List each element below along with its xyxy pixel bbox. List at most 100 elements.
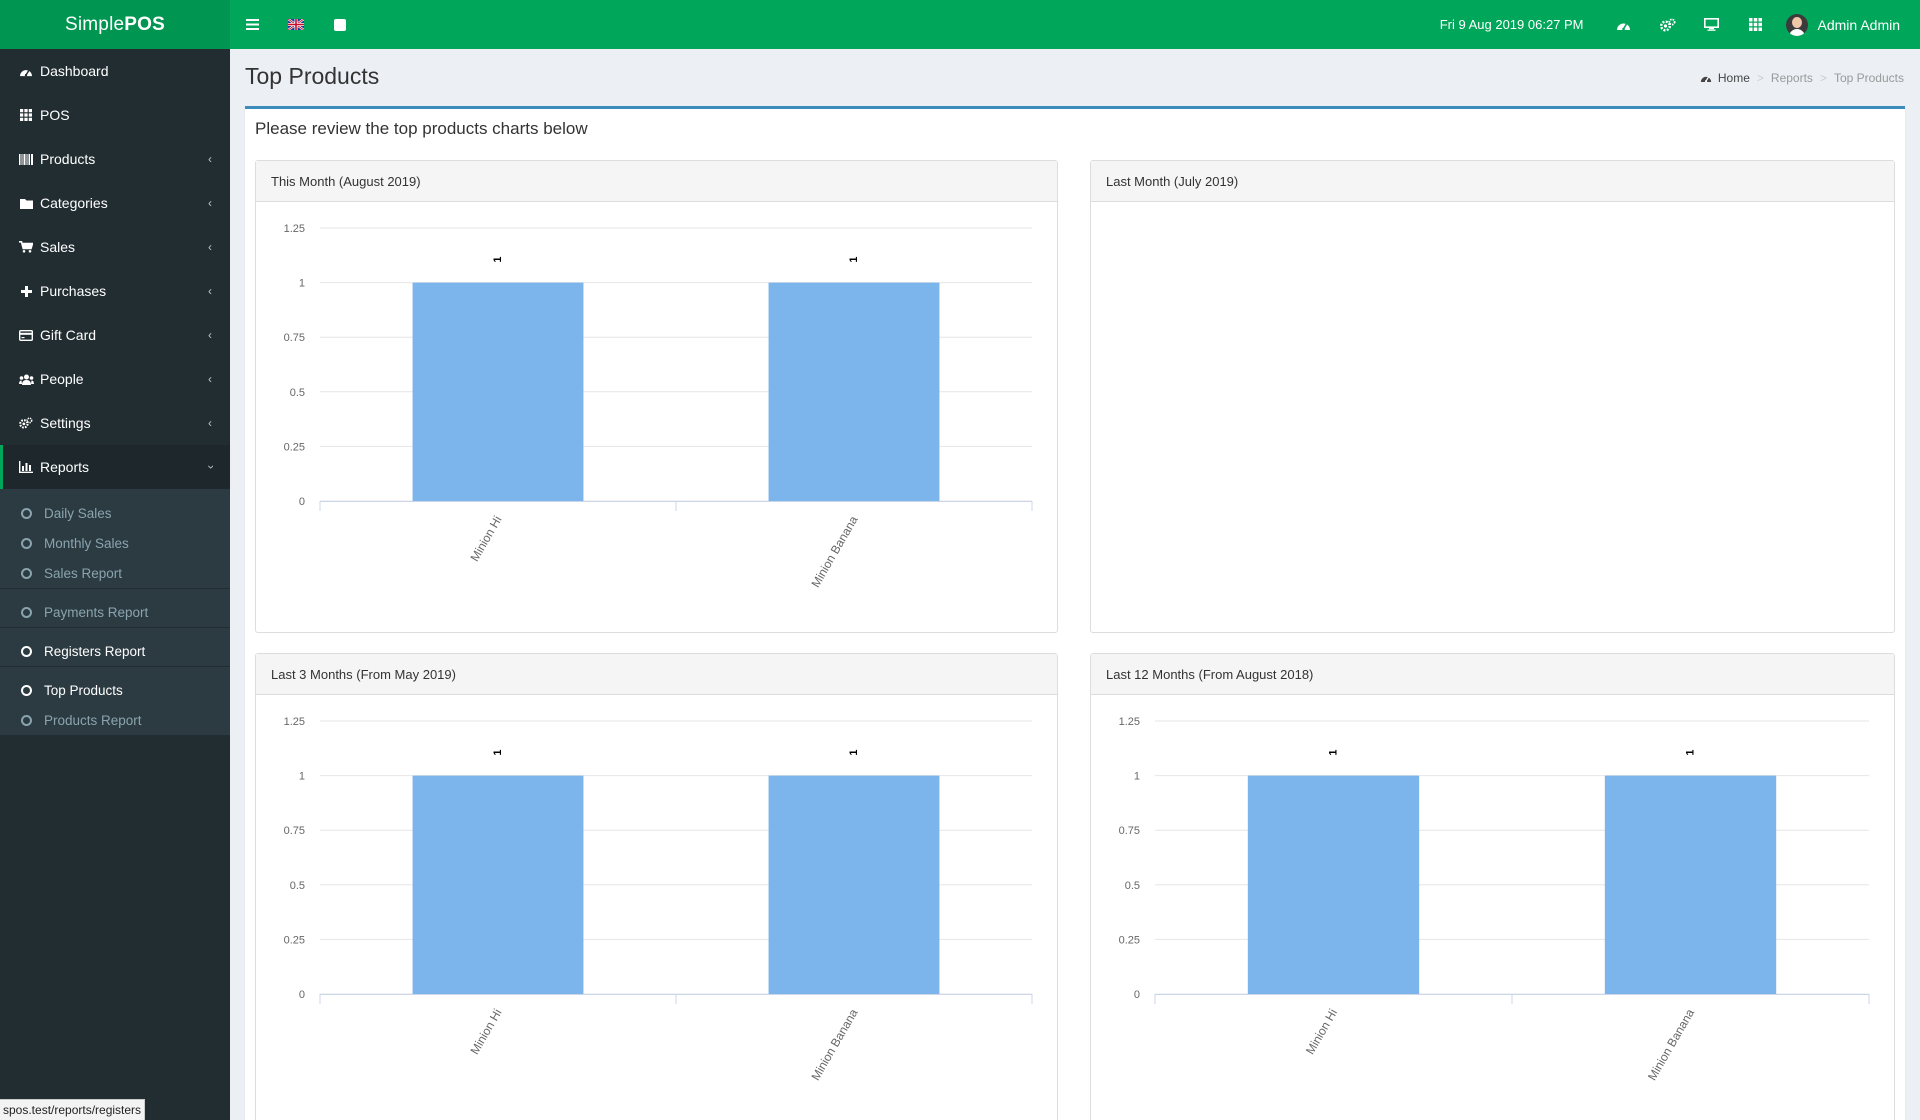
sidebar-item-pos[interactable]: POS xyxy=(0,93,230,137)
breadcrumb-reports[interactable]: Reports xyxy=(1770,71,1813,85)
cart-icon xyxy=(18,241,34,253)
panel-heading: Last 12 Months (From August 2018) xyxy=(1091,654,1894,695)
chart-last-12-months: 0 0.25 0.5 0.75 1 1.25 1 Minion Hi 1 Minion Banan… xyxy=(1119,716,1870,1083)
sidebar-item-sales[interactable]: Sales ‹ xyxy=(0,225,230,269)
sidebar: Dashboard POS Products ‹ Categories ‹ Sa… xyxy=(0,49,230,1120)
breadcrumb-separator: > xyxy=(1756,71,1764,85)
data-label: 1 xyxy=(1685,750,1697,756)
panel-heading: Last Month (July 2019) xyxy=(1091,161,1894,202)
bar xyxy=(412,775,584,994)
page-title: Top Products xyxy=(245,63,380,89)
sidebar-item-settings[interactable]: Settings ‹ xyxy=(0,401,230,445)
sidebar-item-reports[interactable]: Reports ‹ xyxy=(0,445,230,489)
y-tick-label: 0.25 xyxy=(284,441,305,453)
sidebar-item-label: Dashboard xyxy=(40,63,109,79)
data-label: 1 xyxy=(848,257,860,263)
stop-icon[interactable] xyxy=(318,0,362,49)
y-tick-label: 1 xyxy=(299,771,305,783)
y-tick-label: 1.25 xyxy=(284,716,305,728)
sub-item-label: Sales Report xyxy=(44,565,123,581)
top-products-box: Please review the top products charts be… xyxy=(245,106,1905,1120)
y-tick-label: 1.25 xyxy=(1119,716,1140,728)
sidebar-item-top-products[interactable]: Top Products xyxy=(0,675,230,705)
sidebar-item-label: Purchases xyxy=(40,283,107,299)
menu-toggle-icon[interactable] xyxy=(230,0,274,49)
avatar xyxy=(1785,13,1808,36)
dashboard-icon xyxy=(1700,76,1712,83)
sidebar-item-people[interactable]: People ‹ xyxy=(0,357,230,401)
chevron-left-icon: ‹ xyxy=(208,372,212,386)
y-tick-label: 0 xyxy=(1134,989,1140,1001)
bar xyxy=(768,282,940,501)
sidebar-item-products-report[interactable]: Products Report xyxy=(0,705,230,735)
y-tick-label: 0.5 xyxy=(290,387,305,399)
breadcrumb-home[interactable]: Home xyxy=(1700,71,1750,85)
current-datetime: Fri 9 Aug 2019 06:27 PM xyxy=(1439,17,1584,32)
sidebar-item-label: Reports xyxy=(40,459,90,475)
y-tick-label: 1 xyxy=(1134,771,1140,783)
chart-panel-this-month: This Month (August 2019) 0 0.25 0.5 0.75 1 1.… xyxy=(255,160,1058,633)
circle-icon xyxy=(21,714,32,726)
sidebar-item-label: POS xyxy=(40,107,70,123)
y-tick-label: 0.5 xyxy=(290,880,305,892)
circle-icon xyxy=(21,684,32,696)
breadcrumb-home-label: Home xyxy=(1717,71,1750,85)
sidebar-item-registers-report[interactable]: Registers Report xyxy=(0,636,230,666)
bar xyxy=(768,775,940,994)
circle-icon xyxy=(21,645,32,657)
app-logo[interactable]: Simple POS xyxy=(0,0,230,49)
x-tick-label: Minion Hi xyxy=(1303,1007,1340,1057)
bar xyxy=(1604,775,1777,994)
sidebar-item-purchases[interactable]: Purchases ‹ xyxy=(0,269,230,313)
y-tick-label: 1 xyxy=(299,278,305,290)
reports-submenu: Daily Sales Monthly Sales Sales Report P… xyxy=(0,489,230,735)
sidebar-item-gift-card[interactable]: Gift Card ‹ xyxy=(0,313,230,357)
cogs-icon[interactable] xyxy=(1646,0,1690,49)
grid-icon[interactable] xyxy=(1734,0,1778,49)
monitor-icon[interactable] xyxy=(1690,0,1734,49)
chevron-down-icon: ‹ xyxy=(203,465,217,469)
chevron-left-icon: ‹ xyxy=(208,240,212,254)
x-tick-label: Minion Hi xyxy=(467,514,504,564)
x-tick-label: Minion Hi xyxy=(467,1007,504,1057)
uk-flag-icon[interactable] xyxy=(274,0,318,49)
sidebar-item-daily-sales[interactable]: Daily Sales xyxy=(0,498,230,528)
data-label: 1 xyxy=(1328,750,1340,756)
panel-heading: Last 3 Months (From May 2019) xyxy=(256,654,1057,695)
data-label: 1 xyxy=(492,750,504,756)
dashboard-icon[interactable] xyxy=(1602,0,1646,49)
x-tick-label: Minion Banana xyxy=(808,513,860,590)
panel-heading: This Month (August 2019) xyxy=(256,161,1057,202)
chevron-left-icon: ‹ xyxy=(208,416,212,430)
sidebar-item-products[interactable]: Products ‹ xyxy=(0,137,230,181)
chart-this-month: 0 0.25 0.5 0.75 1 1.25 1 Minion Hi 1 Minion Banan… xyxy=(284,223,1033,590)
sidebar-item-sales-report[interactable]: Sales Report xyxy=(0,558,230,588)
sidebar-item-monthly-sales[interactable]: Monthly Sales xyxy=(0,528,230,558)
data-label: 1 xyxy=(492,257,504,263)
breadcrumb-current: Top Products xyxy=(1833,71,1904,85)
data-label: 1 xyxy=(848,750,860,756)
content-wrapper: Top Products Home > Reports > Top Produc… xyxy=(230,49,1920,1120)
circle-icon xyxy=(21,606,32,618)
sub-item-label: Top Products xyxy=(44,682,123,698)
sidebar-item-dashboard[interactable]: Dashboard xyxy=(0,49,230,93)
users-icon xyxy=(18,374,34,385)
sidebar-item-label: Products xyxy=(40,151,96,167)
credit-card-icon xyxy=(18,329,34,341)
dashboard-icon xyxy=(18,66,34,77)
logo-bold-text: POS xyxy=(124,13,165,35)
bar-chart-icon xyxy=(18,461,34,473)
bar xyxy=(1247,775,1420,994)
sub-item-label: Daily Sales xyxy=(44,505,112,521)
sidebar-item-categories[interactable]: Categories ‹ xyxy=(0,181,230,225)
folder-icon xyxy=(18,198,34,209)
sidebar-item-label: Settings xyxy=(40,415,91,431)
circle-icon xyxy=(21,567,32,579)
user-menu[interactable]: Admin Admin xyxy=(1778,13,1920,36)
y-tick-label: 0.75 xyxy=(284,825,305,837)
chart-panel-last-3-months: Last 3 Months (From May 2019) 0 0.25 0.5 0.… xyxy=(255,653,1058,1120)
y-tick-label: 0.25 xyxy=(284,934,305,946)
chevron-left-icon: ‹ xyxy=(208,152,212,166)
sub-item-label: Products Report xyxy=(44,712,142,728)
sidebar-item-payments-report[interactable]: Payments Report xyxy=(0,597,230,627)
